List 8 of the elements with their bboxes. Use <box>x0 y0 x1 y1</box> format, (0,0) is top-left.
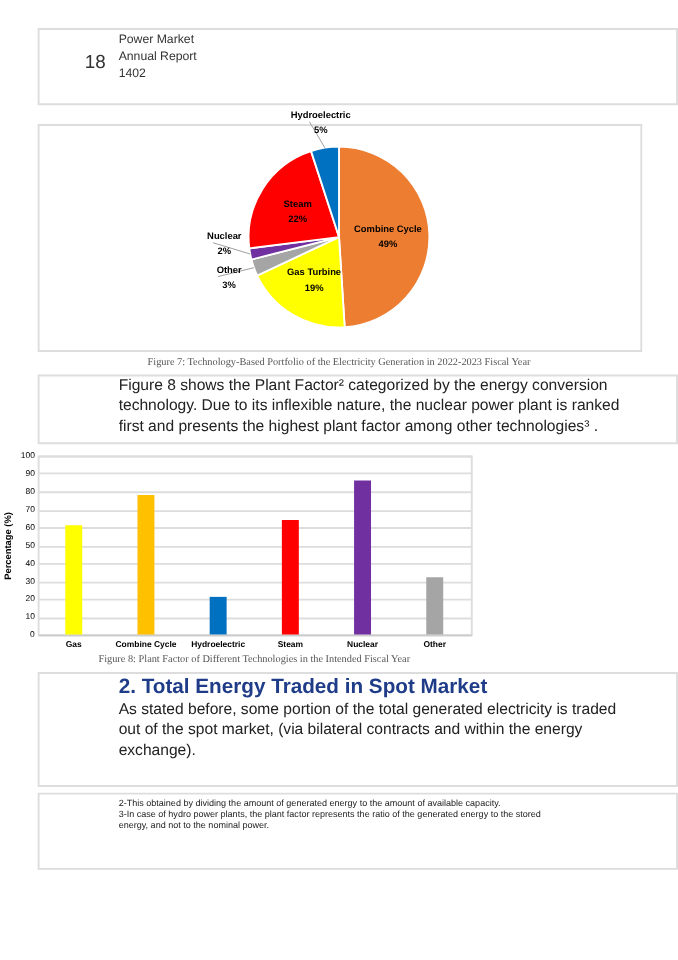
bar <box>281 519 299 635</box>
bar <box>209 596 227 635</box>
text: 18 <box>84 49 106 72</box>
bar <box>426 577 444 635</box>
bar <box>354 480 372 635</box>
bar <box>65 525 83 635</box>
text: 2. Total Energy Traded in Spot Market <box>118 676 489 699</box>
bar <box>137 494 155 635</box>
